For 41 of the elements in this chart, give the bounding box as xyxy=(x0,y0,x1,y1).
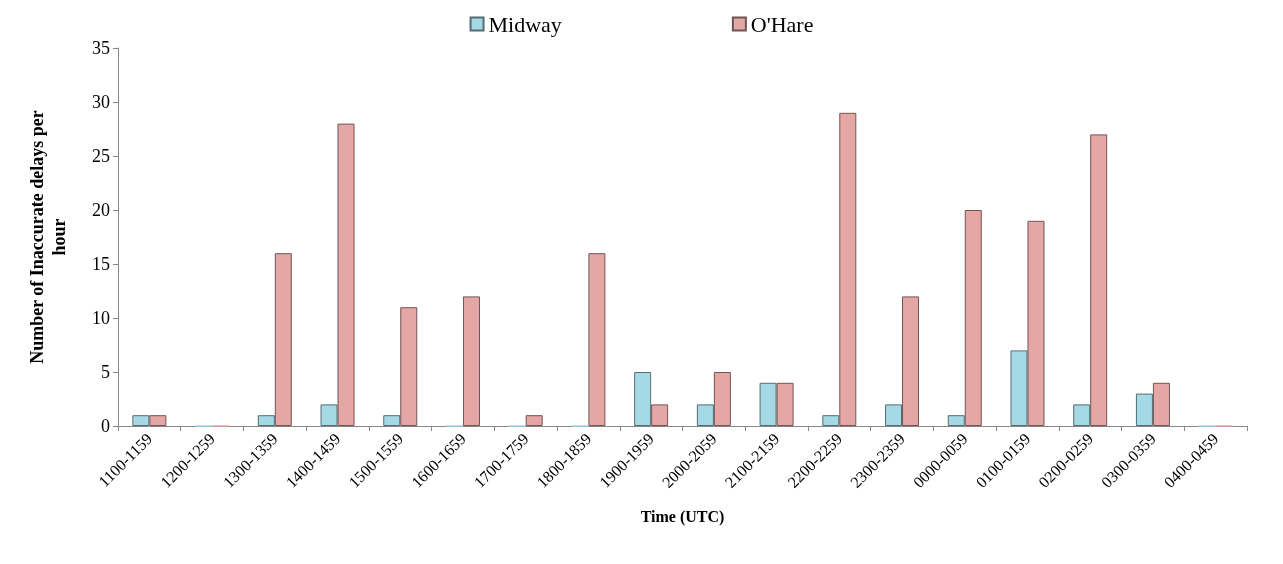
bar xyxy=(1073,404,1091,426)
y-tick-label: 15 xyxy=(92,254,110,274)
y-tick-label: 35 xyxy=(92,38,110,58)
bar xyxy=(1090,134,1108,426)
bar xyxy=(634,372,652,426)
legend-label: Midway xyxy=(488,11,562,37)
bar xyxy=(713,372,731,426)
y-axis-title: Number of Inaccurate delays per hour xyxy=(27,110,69,364)
bar xyxy=(1135,393,1153,426)
bar xyxy=(1027,220,1045,426)
bar xyxy=(257,415,275,426)
bar xyxy=(1152,382,1170,426)
bar xyxy=(885,404,903,426)
bar xyxy=(651,404,669,426)
bar xyxy=(947,415,965,426)
bar xyxy=(400,307,418,426)
bar xyxy=(759,382,777,426)
bar xyxy=(776,382,794,426)
bar xyxy=(462,296,480,426)
y-tick-label: 20 xyxy=(92,200,110,220)
x-axis-title: Time (UTC) xyxy=(640,507,725,526)
y-tick-label: 0 xyxy=(101,416,110,436)
bar xyxy=(337,123,355,426)
bar xyxy=(964,210,982,426)
bar xyxy=(696,404,714,426)
y-tick-label: 5 xyxy=(101,362,110,382)
bar xyxy=(320,404,338,426)
bar xyxy=(1010,350,1028,426)
y-tick-label: 25 xyxy=(92,146,110,166)
bar xyxy=(132,415,150,426)
bar xyxy=(902,296,920,426)
bar xyxy=(839,112,857,426)
bar xyxy=(525,415,543,426)
y-tick-label: 30 xyxy=(92,92,110,112)
bar xyxy=(383,415,401,426)
legend-label: O'Hare xyxy=(750,11,814,37)
bar xyxy=(588,253,606,426)
bar xyxy=(822,415,840,426)
y-tick-label: 10 xyxy=(92,308,110,328)
bar xyxy=(274,253,292,426)
bar xyxy=(149,415,167,426)
